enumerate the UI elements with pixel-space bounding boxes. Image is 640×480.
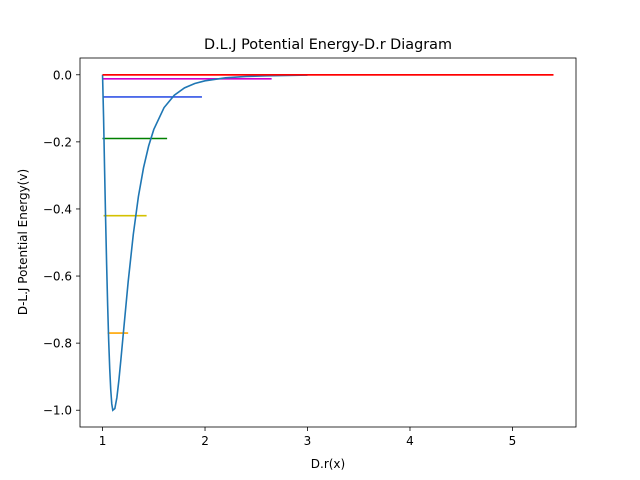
x-tick-label: 1 xyxy=(99,434,107,448)
x-axis-label: D.r(x) xyxy=(311,457,345,471)
plot-area xyxy=(79,57,577,428)
chart-title: D.L.J Potential Energy-D.r Diagram xyxy=(204,37,452,53)
x-tick-label: 5 xyxy=(509,434,517,448)
y-axis-label: D-L.J Potential Energy(v) xyxy=(16,169,30,315)
x-axis-ticks: 1 2 3 4 5 xyxy=(99,427,517,448)
axes-frame xyxy=(79,57,577,428)
potential-curve xyxy=(101,74,308,412)
y-tick-label: −0.2 xyxy=(43,135,72,149)
y-tick-label: −1.0 xyxy=(43,404,72,418)
y-axis-ticks: 0.0 −0.2 −0.4 −0.6 −0.8 −1.0 xyxy=(43,68,80,418)
x-tick-label: 3 xyxy=(304,434,312,448)
y-tick-label: −0.6 xyxy=(43,270,72,284)
x-tick-label: 4 xyxy=(406,434,414,448)
plot-background xyxy=(80,58,576,427)
y-tick-label: 0.0 xyxy=(53,68,72,82)
y-tick-label: −0.8 xyxy=(43,337,72,351)
y-tick-label: −0.4 xyxy=(43,202,72,216)
x-tick-label: 2 xyxy=(201,434,209,448)
